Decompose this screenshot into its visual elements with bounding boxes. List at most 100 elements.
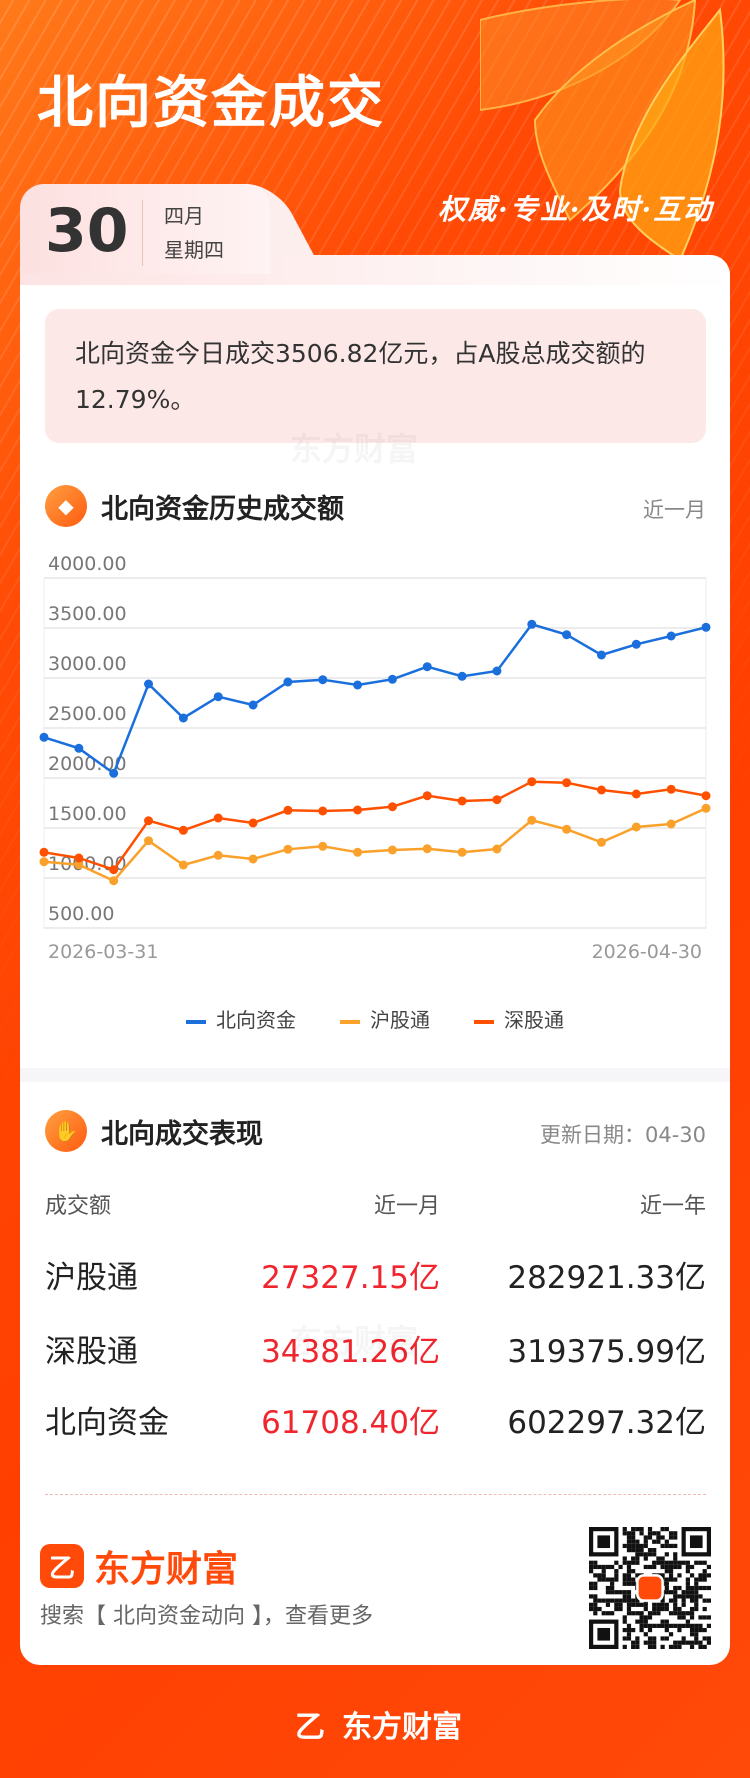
header-amount: 成交额: [45, 1194, 112, 1219]
data-point: [492, 795, 502, 805]
legend-swatch: [340, 1019, 360, 1024]
data-point: [492, 666, 502, 676]
data-point: [387, 674, 397, 684]
date-weekday: 星期四: [164, 238, 224, 262]
legend-swatch: [186, 1019, 206, 1024]
update-date: 更新日期：04-30: [539, 1123, 706, 1147]
data-point: [527, 777, 537, 787]
data-point: [178, 713, 188, 723]
data-point: [527, 815, 537, 825]
data-point: [562, 778, 572, 788]
history-range[interactable]: 近一月: [643, 498, 706, 522]
coin-icon: ◆: [45, 485, 87, 527]
main-card: [20, 255, 730, 1665]
data-point: [213, 850, 223, 860]
data-point: [492, 844, 502, 854]
data-point: [144, 836, 154, 846]
data-point: [353, 805, 363, 815]
data-point: [248, 700, 258, 710]
data-point: [387, 802, 397, 812]
data-point: [701, 803, 711, 813]
data-point: [39, 732, 49, 742]
data-point: [353, 680, 363, 690]
data-point: [527, 619, 537, 629]
plot-area: [43, 577, 707, 929]
data-point: [457, 796, 467, 806]
data-point: [178, 860, 188, 870]
data-point: [387, 845, 397, 855]
data-point: [457, 847, 467, 857]
data-point: [422, 662, 432, 672]
y-tick-label: 1000.00: [48, 853, 127, 875]
history-line-chart: 4000.003500.003000.002500.002000.001500.…: [39, 553, 711, 963]
page-title: 北向资金成交: [37, 71, 385, 136]
data-point: [318, 806, 328, 816]
row-month-value: 27327.15亿: [261, 1260, 440, 1296]
series-line: [43, 780, 707, 872]
y-tick-label: 500.00: [48, 903, 114, 925]
data-point: [283, 844, 293, 854]
data-point: [144, 816, 154, 826]
date-day: 30: [45, 196, 129, 266]
row-label: 北向资金: [45, 1405, 169, 1441]
row-year-value: 602297.32亿: [507, 1405, 706, 1441]
data-point: [631, 822, 641, 832]
data-point: [109, 876, 119, 886]
data-point: [353, 847, 363, 857]
slogan: 权威·专业·及时·互动: [438, 193, 714, 226]
data-point: [109, 865, 119, 875]
data-point: [701, 791, 711, 801]
header-month: 近一月: [373, 1194, 440, 1219]
data-point: [248, 854, 258, 864]
summary-box: 北向资金今日成交3506.82亿元，占A股总成交额的12.79%。: [45, 309, 706, 443]
footer-brand: 乙 东方财富: [0, 1702, 750, 1746]
data-point: [422, 844, 432, 854]
handshake-icon: ✋: [45, 1110, 87, 1152]
flame-decoration: [480, 0, 725, 260]
section-divider: [20, 1068, 730, 1082]
dashed-divider: [45, 1494, 706, 1495]
footer-brand-icon: 乙: [295, 1710, 325, 1745]
y-tick-label: 4000.00: [48, 553, 127, 575]
data-point: [422, 791, 432, 801]
data-point: [213, 692, 223, 702]
y-tick-label: 2500.00: [48, 703, 127, 725]
date-month: 四月: [164, 204, 204, 228]
data-point: [596, 837, 606, 847]
row-year-value: 282921.33亿: [507, 1260, 706, 1296]
legend-item[interactable]: 北向资金: [186, 1004, 296, 1033]
legend-label: 北向资金: [216, 1008, 296, 1032]
data-point: [109, 768, 119, 778]
data-point: [666, 631, 676, 641]
footer-brand-name: 东方财富: [342, 1710, 462, 1745]
watermark: 东方财富: [290, 424, 418, 470]
data-point: [666, 784, 676, 794]
qr-code[interactable]: [589, 1527, 711, 1649]
x-tick-label: 2026-04-30: [592, 941, 702, 963]
watermark: 东方财富: [290, 1316, 418, 1362]
data-point: [74, 860, 84, 870]
row-label: 沪股通: [45, 1260, 138, 1296]
data-point: [248, 818, 258, 828]
date-tab: [20, 184, 270, 274]
brand-icon: 乙: [40, 1544, 84, 1588]
chart-legend: 北向资金 沪股通 深股通: [0, 1004, 750, 1033]
data-point: [596, 785, 606, 795]
legend-item[interactable]: 沪股通: [340, 1004, 430, 1033]
y-tick-label: 1500.00: [48, 803, 127, 825]
data-point: [701, 622, 711, 632]
header-year: 近一年: [639, 1194, 706, 1219]
data-point: [631, 639, 641, 649]
row-year-value: 319375.99亿: [507, 1334, 706, 1370]
data-point: [178, 825, 188, 835]
legend-item[interactable]: 深股通: [474, 1004, 564, 1033]
data-point: [562, 630, 572, 640]
date-separator: [142, 200, 143, 266]
brand-name: 东方财富: [94, 1549, 239, 1590]
performance-section-title: ✋ 北向成交表现: [45, 1110, 263, 1152]
data-point: [283, 805, 293, 815]
data-point: [562, 824, 572, 834]
data-point: [74, 853, 84, 863]
series-line: [43, 807, 707, 883]
data-point: [457, 671, 467, 681]
